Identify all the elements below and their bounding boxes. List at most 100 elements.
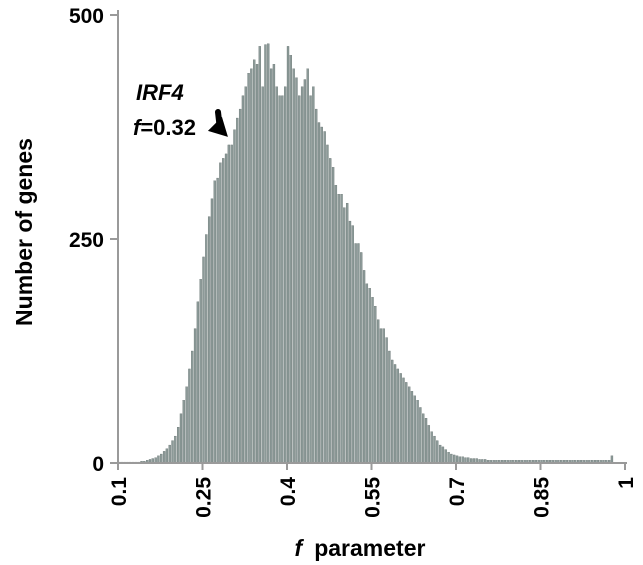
histogram-bar <box>329 158 332 464</box>
histogram-bar <box>165 448 169 464</box>
histogram-bar <box>326 144 329 464</box>
histogram-bar <box>374 306 377 464</box>
histogram-bar <box>450 453 453 464</box>
histogram-bar <box>202 256 205 464</box>
histogram-bar <box>424 418 428 464</box>
histogram-bar <box>315 108 318 464</box>
annotation-gene-label: IRF4 <box>136 80 184 105</box>
histogram-bar <box>312 86 315 464</box>
histogram-bar <box>289 55 293 464</box>
histogram-bar <box>405 382 408 464</box>
histogram-bar <box>436 440 439 464</box>
x-tick-label: 0.55 <box>362 477 385 518</box>
histogram-bar <box>216 177 219 464</box>
histogram-bar <box>360 252 363 464</box>
x-tick-label: 1 <box>615 477 638 489</box>
histogram-bar <box>348 220 352 464</box>
histogram-bar <box>199 279 202 464</box>
histogram-bar <box>236 117 239 464</box>
histogram-bar <box>441 446 445 464</box>
histogram-bar <box>320 126 323 464</box>
histogram-bar <box>438 444 442 464</box>
annotation-f-value: f=0.32 <box>133 115 196 140</box>
histogram-bar <box>278 95 281 464</box>
histogram-bars <box>117 43 614 464</box>
y-tick-label: 500 <box>69 5 104 28</box>
x-axis-label-rest: parameter <box>314 535 425 561</box>
histogram-bar <box>317 122 321 464</box>
histogram-bar <box>292 68 295 464</box>
histogram-bar <box>261 86 264 464</box>
histogram-bar <box>385 337 388 464</box>
y-axis-label: Number of genes <box>11 138 37 326</box>
histogram-bar <box>303 79 307 464</box>
histogram-bar <box>376 319 380 464</box>
histogram-bar <box>334 185 338 464</box>
histogram-bar <box>272 64 276 464</box>
histogram-bar <box>433 435 436 464</box>
histogram-bar <box>379 328 383 464</box>
histogram-bar <box>264 44 267 464</box>
histogram-bar <box>250 68 253 464</box>
histogram-bar <box>219 162 222 464</box>
histogram-bar <box>298 95 301 464</box>
histogram-bar <box>393 364 397 464</box>
histogram-bar <box>157 455 160 464</box>
histogram-bar <box>241 95 245 464</box>
histogram-bar <box>306 68 309 464</box>
annotation-f-symbol: f <box>133 115 143 140</box>
histogram-bar <box>286 46 290 464</box>
x-axis-label: f parameter <box>295 535 426 561</box>
histogram-bar <box>345 203 349 464</box>
histogram-bar <box>191 350 194 464</box>
histogram-bar <box>422 413 425 464</box>
histogram-bar <box>258 46 262 464</box>
histogram-bar <box>368 288 371 464</box>
histogram-bar <box>210 198 214 464</box>
histogram-bar <box>193 328 197 464</box>
histogram-bar <box>182 400 185 464</box>
histogram-bar <box>284 86 287 464</box>
histogram-bar <box>160 453 163 464</box>
histogram-bar <box>343 207 346 464</box>
x-tick-label: 0.1 <box>108 477 131 507</box>
histogram-bar <box>610 455 614 464</box>
x-tick-label: 0.7 <box>446 477 469 506</box>
histogram-bar <box>340 194 343 464</box>
histogram-bar <box>253 59 256 464</box>
histogram-bar <box>179 413 183 464</box>
histogram-bar <box>410 391 414 464</box>
irf4-annotation: IRF4 f=0.32 <box>133 80 228 140</box>
histogram-bar <box>255 64 259 464</box>
histogram-bar <box>354 243 357 464</box>
histogram-bar <box>309 95 312 464</box>
histogram-bar <box>171 440 174 464</box>
histogram-bar <box>430 431 433 464</box>
histogram-bar <box>176 427 180 464</box>
histogram-bar <box>267 43 270 464</box>
annotation-f-number: =0.32 <box>140 115 196 140</box>
histogram-bar <box>351 225 354 464</box>
histogram-bar <box>222 158 225 464</box>
histogram-bar <box>300 86 304 464</box>
histogram-bar <box>396 368 400 464</box>
x-tick-label: 0.4 <box>277 477 300 507</box>
histogram-bar <box>168 444 171 464</box>
x-axis-label-f: f <box>295 535 305 561</box>
histogram-bar <box>455 455 459 464</box>
histogram-bar <box>196 301 200 464</box>
arrow-head <box>207 116 228 137</box>
histogram-bar <box>295 77 298 464</box>
x-tick-label: 0.85 <box>531 477 554 518</box>
histogram-bar <box>224 153 228 464</box>
histogram-bar <box>402 377 405 464</box>
histogram-bar <box>238 108 242 464</box>
histogram-bar <box>427 425 431 464</box>
y-tick-label: 250 <box>69 229 104 252</box>
histogram-bar <box>244 86 247 464</box>
histogram-bar <box>444 449 447 464</box>
histogram-bar <box>357 243 360 464</box>
histogram-bar <box>188 368 191 464</box>
histogram-bar <box>382 328 385 464</box>
